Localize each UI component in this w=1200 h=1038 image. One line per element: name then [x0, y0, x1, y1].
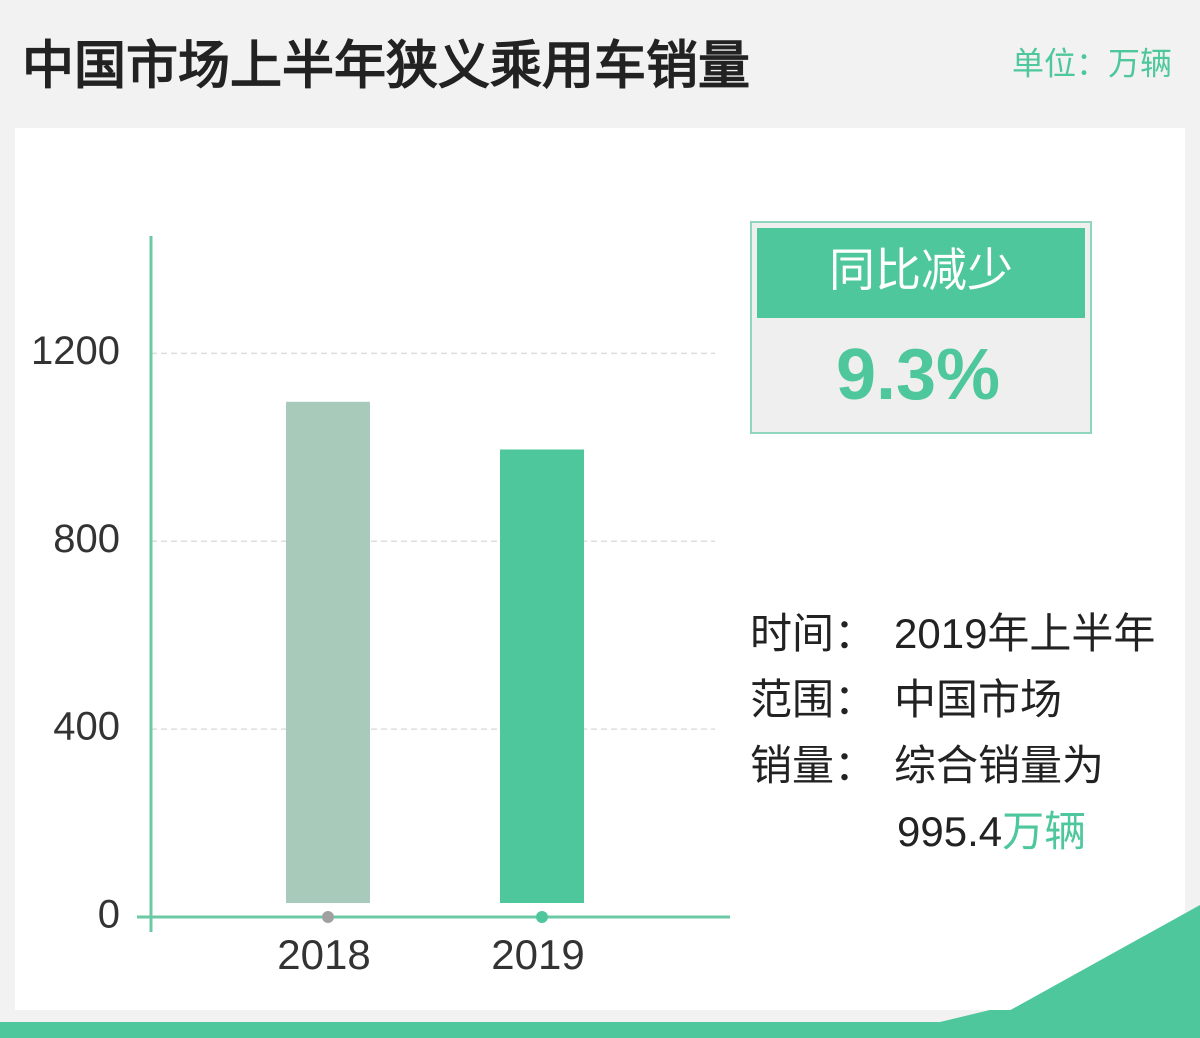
- bar: [500, 449, 584, 903]
- y-tick-label: 800: [53, 517, 120, 561]
- callout-label: 同比减少: [829, 244, 1013, 296]
- x-tick-label: 2019: [491, 931, 584, 978]
- y-tick-label: 1200: [31, 329, 120, 373]
- info-unit: 万辆: [1002, 808, 1086, 855]
- info-text: 2019年上半年: [894, 610, 1155, 657]
- info-text: 中国市场: [894, 676, 1062, 723]
- y-tick-label: 0: [98, 893, 120, 937]
- chart-title: 中国市场上半年狭义乘用车销量: [22, 38, 750, 96]
- info-label: 时间：: [750, 610, 876, 657]
- info-label: 销量：: [750, 742, 876, 789]
- callout-value: 9.3%: [836, 335, 1000, 415]
- callout-header: [757, 228, 1085, 318]
- unit-label: 单位：万辆: [1012, 45, 1172, 81]
- y-tick-label: 400: [53, 705, 120, 749]
- x-tick-label: 2018: [277, 931, 370, 978]
- corner-stripe: [960, 905, 1200, 1038]
- x-tick-dot: [322, 911, 334, 923]
- info-label: 范围：: [750, 676, 876, 723]
- info-text: 综合销量为: [894, 742, 1104, 789]
- x-tick-dot: [536, 911, 548, 923]
- info-amount: 995.4: [897, 808, 1002, 855]
- bar: [286, 401, 370, 903]
- bottom-stripe: [0, 1010, 1200, 1038]
- info-amount-line: 995.4万辆: [897, 808, 1086, 855]
